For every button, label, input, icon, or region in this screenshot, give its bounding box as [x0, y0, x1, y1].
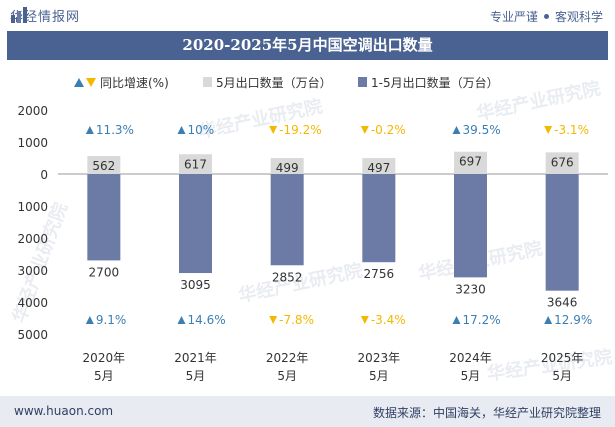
title-bar: 2020-2025年5月中国空调出口数量	[7, 31, 608, 60]
cum-value-label: 2756	[364, 267, 395, 281]
growth-down-icon	[544, 126, 553, 134]
x-category-label-year: 2022年	[266, 351, 309, 365]
chart-title: 2020-2025年5月中国空调出口数量	[182, 36, 433, 54]
footer-source: 数据来源：中国海关，华经产业研究院整理	[372, 406, 601, 420]
brand: 华经情报网	[10, 6, 80, 25]
y-tick-label: 2000	[17, 232, 48, 246]
y-tick-label: 5000	[17, 328, 48, 342]
legend-may-label: 5月出口数量（万台）	[216, 75, 332, 90]
cum-bar	[87, 174, 121, 261]
growth-may-label: 11.3%	[96, 123, 134, 137]
growth-may-label: 39.5%	[463, 123, 501, 137]
growth-cum-label: 14.6%	[188, 313, 226, 327]
growth-cum-label: -7.8%	[279, 313, 314, 327]
growth-cum-label: 17.2%	[463, 313, 501, 327]
growth-down-icon	[269, 316, 278, 324]
may-bar	[454, 151, 487, 174]
x-category-label-year: 2020年	[83, 351, 126, 365]
may-bar	[362, 158, 396, 174]
may-bar	[87, 156, 121, 174]
separator-dot-icon	[543, 14, 549, 19]
growth-up-icon	[85, 126, 94, 134]
chart-svg: 华经产业研究院华经产业研究院华经产业研究院华经产业研究院华经产业研究院华经产业研…	[8, 75, 613, 385]
cum-bar	[454, 174, 487, 278]
cum-bar	[545, 174, 579, 291]
cum-value-label: 3095	[180, 278, 211, 292]
x-category-label-year: 2021年	[174, 351, 217, 365]
may-bar	[545, 152, 579, 174]
cum-value-label: 2700	[89, 265, 120, 279]
growth-down-icon	[360, 126, 369, 134]
x-category-label-year: 2023年	[358, 351, 401, 365]
tagline-left: 专业严谨	[489, 10, 538, 24]
growth-up-icon	[452, 316, 461, 324]
y-tick-label: 1000	[17, 200, 48, 214]
footer-bar: www.huaon.com 数据来源：中国海关，华经产业研究院整理	[0, 396, 615, 427]
growth-may-label: 10%	[188, 123, 215, 137]
x-category-label-year: 2024年	[449, 351, 492, 365]
chart-area: 华经产业研究院华经产业研究院华经产业研究院华经产业研究院华经产业研究院华经产业研…	[0, 62, 615, 392]
footer-website: www.huaon.com	[14, 404, 114, 418]
may-value-label: 497	[367, 161, 390, 175]
growth-may-label: -0.2%	[371, 123, 406, 137]
growth-down-icon	[269, 126, 278, 134]
cum-value-label: 3646	[547, 296, 578, 310]
growth-up-icon	[85, 316, 94, 324]
x-category-label-month: 5月	[94, 369, 114, 383]
growth-up-icon	[544, 316, 553, 324]
may-value-label: 676	[551, 155, 574, 169]
y-tick-label: 4000	[17, 296, 48, 310]
brand-logo-icon	[11, 7, 27, 23]
brand-name: 华经情报网	[10, 10, 81, 25]
growth-cum-label: -3.4%	[371, 313, 406, 327]
y-tick-label: 0	[40, 168, 48, 182]
x-category-label-month: 5月	[461, 369, 481, 383]
growth-up-icon	[177, 126, 186, 134]
y-tick-label: 3000	[17, 264, 48, 278]
may-bar	[179, 154, 212, 174]
growth-may-label: -3.1%	[554, 123, 589, 137]
legend-cum-swatch	[358, 77, 367, 87]
x-category-label-month: 5月	[552, 369, 572, 383]
growth-may-label: -19.2%	[279, 123, 321, 137]
growth-cum-label: 12.9%	[554, 313, 592, 327]
may-value-label: 697	[459, 155, 482, 169]
cum-value-label: 3230	[455, 282, 486, 296]
legend-down-triangle-icon	[86, 78, 96, 87]
cum-value-label: 2852	[272, 270, 303, 284]
legend-up-triangle-icon	[74, 78, 84, 87]
x-category-label-year: 2025年	[541, 351, 584, 365]
cum-bar	[179, 174, 212, 274]
x-category-label-month: 5月	[277, 369, 297, 383]
cum-bar	[270, 174, 304, 266]
may-value-label: 617	[184, 157, 207, 171]
y-tick-label: 2000	[17, 104, 48, 118]
may-value-label: 562	[92, 159, 115, 173]
growth-up-icon	[452, 126, 461, 134]
may-bar	[270, 158, 304, 174]
y-tick-label: 1000	[17, 136, 48, 150]
tagline: 专业严谨 客观科学	[490, 8, 603, 25]
legend-cum-label: 1-5月出口数量（万台）	[371, 75, 499, 90]
growth-up-icon	[177, 316, 186, 324]
x-category-label-month: 5月	[369, 369, 389, 383]
growth-down-icon	[360, 316, 369, 324]
legend-may-swatch	[203, 77, 212, 87]
cum-bar	[362, 174, 396, 263]
legend-growth-label: 同比增速(%)	[100, 76, 169, 90]
header-bar: 华经情报网 专业严谨 客观科学	[0, 0, 615, 30]
may-value-label: 499	[276, 161, 299, 175]
growth-cum-label: 9.1%	[96, 313, 127, 327]
x-category-label-month: 5月	[186, 369, 206, 383]
tagline-right: 客观科学	[554, 10, 603, 24]
